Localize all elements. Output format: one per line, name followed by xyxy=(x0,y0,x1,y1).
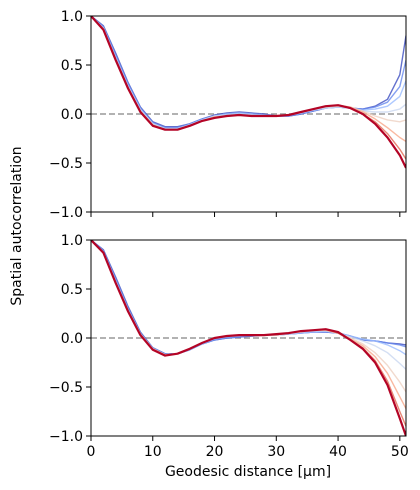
x-tick-label: 50 xyxy=(391,444,409,460)
series-line-4 xyxy=(91,240,406,370)
series-group xyxy=(91,16,406,169)
x-tick-label: 20 xyxy=(206,444,224,460)
series-line-8 xyxy=(91,240,406,436)
x-tick-label: 30 xyxy=(267,444,285,460)
y-tick-label: −1.0 xyxy=(49,429,83,445)
y-tick-label: −0.5 xyxy=(49,156,83,172)
series-line-8 xyxy=(91,16,406,169)
series-line-2 xyxy=(91,240,406,355)
series-line-5 xyxy=(91,240,406,393)
y-tick-label: 1.0 xyxy=(61,233,83,249)
x-tick-label: 10 xyxy=(144,444,162,460)
y-tick-label: 0.0 xyxy=(61,107,83,123)
y-axis-label: Spatial autocorrelation xyxy=(9,146,25,305)
y-tick-label: 0.5 xyxy=(61,58,83,74)
series-line-6 xyxy=(91,240,406,409)
bottom-panel: −1.0 −0.5 0.0 0.5 1.0 0 10 20 30 40 50 xyxy=(49,233,409,460)
x-tick-label: 0 xyxy=(87,444,96,460)
y-tick-label: 1.0 xyxy=(61,9,83,25)
series-line-6 xyxy=(91,16,406,142)
y-tick-label: 0.0 xyxy=(61,331,83,347)
x-tick-label: 40 xyxy=(329,444,347,460)
y-tick-label: 0.5 xyxy=(61,282,83,298)
y-tick-label: −1.0 xyxy=(49,205,83,221)
y-tick-label: −0.5 xyxy=(49,380,83,396)
series-group xyxy=(91,240,406,436)
series-line-7 xyxy=(91,16,406,160)
x-axis-label: Geodesic distance [μm] xyxy=(165,464,331,480)
top-panel: −1.0 −0.5 0.0 0.5 1.0 xyxy=(49,9,407,221)
